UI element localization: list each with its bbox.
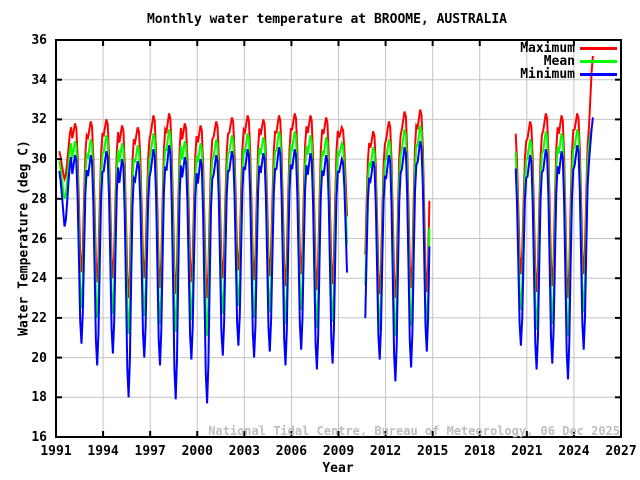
y-tick-label: 22 [31, 310, 47, 326]
legend-line-mean-icon [580, 60, 617, 63]
legend-label-maximum: Maximum [520, 41, 575, 56]
y-tick-label: 24 [31, 271, 47, 287]
y-tick-label: 18 [31, 390, 47, 406]
legend-row-maximum: Maximum [512, 41, 617, 56]
x-tick-label: 2012 [369, 444, 402, 459]
legend-row-mean: Mean [512, 54, 617, 69]
x-tick-label: 2009 [322, 444, 355, 459]
x-tick-label: 2000 [181, 444, 213, 459]
legend-label-minimum: Minimum [520, 67, 575, 82]
series-line-minimum [364, 140, 431, 382]
x-tick-label: 1997 [134, 444, 166, 459]
y-tick-label: 32 [31, 112, 47, 128]
x-tick-label: 1991 [40, 444, 72, 459]
x-tick-label: 2021 [511, 444, 543, 459]
chart-title: Monthly water temperature at BROOME, AUS… [146, 12, 508, 27]
y-tick-label: 20 [31, 350, 47, 366]
x-tick-label: 1994 [87, 444, 119, 459]
x-tick-label: 2024 [558, 444, 590, 459]
series-line-minimum [514, 117, 594, 380]
legend-label-mean: Mean [543, 54, 575, 69]
y-tick-label: 30 [31, 152, 47, 168]
legend: Maximum Mean Minimum [512, 41, 617, 82]
y-tick-label: 36 [31, 33, 47, 48]
y-tick-label: 26 [31, 231, 47, 247]
y-tick-label: 28 [31, 191, 47, 207]
x-tick-label: 2027 [605, 444, 637, 459]
series-line-minimum [58, 145, 348, 404]
watermark: National Tidal Centre, Bureau of Meteoro… [208, 424, 620, 438]
x-tick-label: 2018 [464, 444, 496, 459]
y-tick-label: 34 [31, 72, 47, 88]
x-axis-label: Year [322, 461, 354, 476]
x-tick-label: 2006 [275, 444, 308, 459]
legend-row-minimum: Minimum [512, 67, 617, 82]
legend-line-maximum-icon [580, 47, 617, 50]
x-tick-label: 2015 [417, 444, 449, 459]
legend-line-minimum-icon [580, 73, 617, 76]
y-tick-label: 16 [31, 430, 47, 445]
x-tick-label: 2003 [228, 444, 260, 459]
